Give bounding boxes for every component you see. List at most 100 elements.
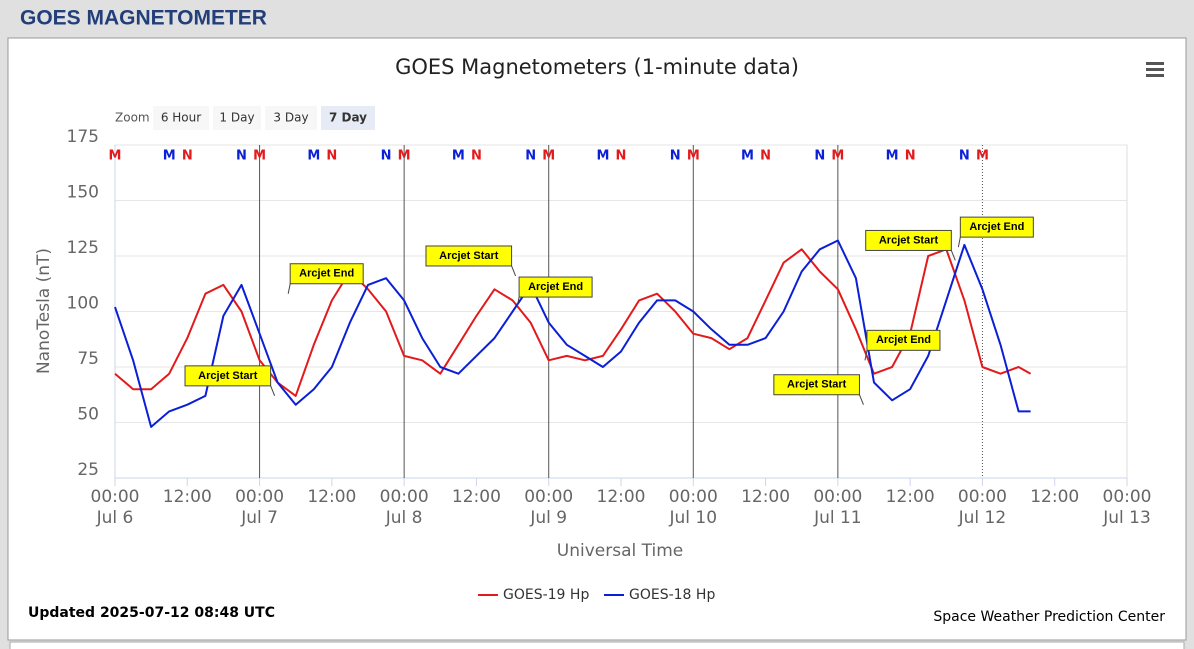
mn-marker: M xyxy=(886,149,899,164)
annotation-pointer xyxy=(957,237,961,248)
zoom-button[interactable]: 6 Hour xyxy=(153,106,209,130)
mn-marker: M xyxy=(398,149,411,164)
x-tick-label: 00:00 xyxy=(91,487,140,507)
annotation-pointer xyxy=(858,394,864,405)
x-tick-label: 12:00 xyxy=(886,487,935,507)
annotation-label: Arcjet End xyxy=(876,334,931,346)
menu-button[interactable] xyxy=(1146,62,1164,77)
annotation-box xyxy=(184,365,272,387)
zoom-button-bg[interactable] xyxy=(153,106,209,130)
y-tick-label: 50 xyxy=(77,405,99,425)
annotation-label: Arcjet End xyxy=(299,268,354,280)
zoom-button-label[interactable]: 3 Day xyxy=(273,111,308,125)
x-tick-label: 12:00 xyxy=(163,487,212,507)
menu-bar[interactable] xyxy=(1146,62,1164,65)
y-tick-label: 25 xyxy=(77,460,99,480)
mn-marker: N xyxy=(525,149,536,164)
annotation-label: Arcjet Start xyxy=(879,234,939,246)
annotation-label: Arcjet Start xyxy=(439,250,499,262)
mn-marker: N xyxy=(760,149,771,164)
x-tick-sublabel: Jul 13 xyxy=(1102,508,1151,528)
zoom-button-bg[interactable] xyxy=(321,106,375,130)
x-tick-label: 00:00 xyxy=(235,487,284,507)
zoom-label: Zoom xyxy=(115,111,150,125)
zoom-button[interactable]: 7 Day xyxy=(321,106,375,130)
x-tick-label: 00:00 xyxy=(380,487,429,507)
mn-marker: N xyxy=(381,149,392,164)
zoom-button-label[interactable]: 1 Day xyxy=(219,111,254,125)
credit: Space Weather Prediction Center xyxy=(933,609,1165,625)
mn-marker: M xyxy=(307,149,320,164)
legend-label[interactable]: GOES-19 Hp xyxy=(503,587,589,603)
menu-bar[interactable] xyxy=(1146,74,1164,77)
annotation-box xyxy=(865,229,952,251)
legend-item[interactable]: GOES-18 Hp xyxy=(604,587,715,603)
x-tick-label: 00:00 xyxy=(958,487,1007,507)
mn-marker: N xyxy=(905,149,916,164)
mn-marker: M xyxy=(109,149,122,164)
x-tick-label: 00:00 xyxy=(813,487,862,507)
chart-title: GOES Magnetometers (1-minute data) xyxy=(395,55,799,79)
x-tick-label: 00:00 xyxy=(524,487,573,507)
annotation-box xyxy=(773,374,860,396)
x-tick-sublabel: Jul 11 xyxy=(813,508,862,528)
x-tick-label: 12:00 xyxy=(597,487,646,507)
x-tick-label: 12:00 xyxy=(1030,487,1079,507)
annotation-pointer xyxy=(287,283,291,294)
mn-marker: M xyxy=(452,149,465,164)
mn-marker: N xyxy=(471,149,482,164)
annotation-label: Arcjet End xyxy=(969,221,1024,233)
annotation-box xyxy=(959,216,1034,238)
annotation-box xyxy=(518,276,593,298)
legend-label[interactable]: GOES-18 Hp xyxy=(629,587,715,603)
zoom-button-bg[interactable] xyxy=(265,106,317,130)
annotation-box xyxy=(866,329,941,351)
x-tick-label: 12:00 xyxy=(741,487,790,507)
x-tick-sublabel: Jul 6 xyxy=(96,508,134,528)
mn-marker: M xyxy=(163,149,176,164)
zoom-button-bg[interactable] xyxy=(213,106,261,130)
mn-marker: N xyxy=(616,149,627,164)
chart-panel xyxy=(7,37,1187,641)
annotation-label: Arcjet Start xyxy=(787,379,847,391)
zoom-button-label[interactable]: 7 Day xyxy=(329,111,367,125)
x-tick-sublabel: Jul 9 xyxy=(529,508,567,528)
mn-marker: M xyxy=(542,149,555,164)
y-axis-title: NanoTesla (nT) xyxy=(34,248,54,374)
x-tick-sublabel: Jul 8 xyxy=(385,508,423,528)
x-tick-sublabel: Jul 12 xyxy=(958,508,1007,528)
annotation-pointer xyxy=(270,385,276,397)
mn-marker: M xyxy=(596,149,609,164)
zoom-button-label[interactable]: 6 Hour xyxy=(161,111,201,125)
legend-item[interactable]: GOES-19 Hp xyxy=(478,587,589,603)
mn-marker: M xyxy=(831,149,844,164)
annotation-pointer xyxy=(511,265,517,277)
header-title: GOES MAGNETOMETER xyxy=(20,7,267,30)
x-axis-title: Universal Time xyxy=(557,541,683,561)
mn-marker: N xyxy=(670,149,681,164)
zoom-button[interactable]: 1 Day xyxy=(213,106,261,130)
annotation-label: Arcjet End xyxy=(528,281,583,293)
mn-marker: N xyxy=(326,149,337,164)
next-panel xyxy=(9,641,1185,649)
annotation-label: Arcjet Start xyxy=(198,370,258,382)
menu-bar[interactable] xyxy=(1146,68,1164,71)
mn-marker: N xyxy=(236,149,247,164)
annotation-box xyxy=(289,263,364,285)
mn-marker: M xyxy=(741,149,754,164)
annotation-box xyxy=(425,245,513,267)
mn-marker: M xyxy=(687,149,700,164)
x-tick-sublabel: Jul 10 xyxy=(669,508,718,528)
x-tick-sublabel: Jul 7 xyxy=(240,508,278,528)
y-tick-label: 75 xyxy=(77,349,99,369)
y-tick-label: 150 xyxy=(67,183,99,203)
updated-note: Updated 2025-07-12 08:48 UTC xyxy=(28,605,275,621)
mn-marker: N xyxy=(959,149,970,164)
annotation-pointer xyxy=(950,250,956,261)
zoom-button[interactable]: 3 Day xyxy=(265,106,317,130)
mn-marker: N xyxy=(182,149,193,164)
y-tick-label: 175 xyxy=(67,127,99,147)
mn-marker: N xyxy=(814,149,825,164)
annotation-pointer xyxy=(516,296,520,308)
